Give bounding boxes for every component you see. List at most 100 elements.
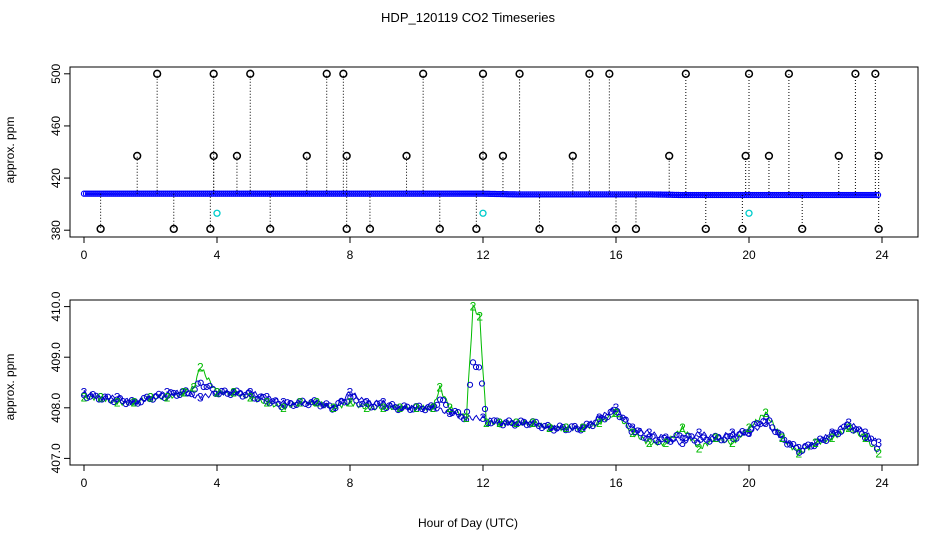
top-baseline-point: [507, 191, 515, 198]
bottom-series-3-marker: 3: [563, 421, 570, 435]
top-baseline-point: [824, 191, 832, 199]
top-baseline-point: [144, 190, 151, 197]
top-baseline-point: [601, 191, 608, 198]
top-baseline-point: [793, 191, 800, 199]
top-baseline-point: [797, 191, 804, 199]
top-baseline-point: [404, 190, 411, 197]
top-baseline-point: [92, 190, 100, 197]
bottom-y-axis-title: approx. ppm: [3, 354, 17, 421]
top-baseline-point: [130, 190, 138, 197]
bottom-data-point: [748, 426, 755, 433]
top-baseline-point: [294, 190, 301, 197]
top-baseline-point: [246, 190, 253, 197]
bottom-series-2-marker: 2: [363, 401, 370, 415]
top-high-point: [153, 69, 162, 78]
top-baseline-point: [511, 191, 519, 198]
bottom-data-point: [475, 364, 483, 371]
bottom-data-point: [583, 420, 590, 427]
bottom-data-point: [832, 429, 839, 436]
top-x-tick-label: 16: [609, 248, 623, 262]
bottom-data-point: [167, 389, 174, 396]
top-baseline-point: [423, 190, 431, 197]
bottom-series-2-marker: 2: [197, 360, 204, 374]
bottom-series-2-marker: 2: [812, 436, 819, 450]
bottom-data-point: [781, 436, 788, 443]
bottom-data-point: [649, 433, 656, 440]
top-baseline-point: [336, 190, 343, 197]
top-baseline-point: [396, 190, 403, 197]
bottom-series-2-marker: 2: [330, 401, 337, 415]
bottom-series-2-marker: 2: [563, 421, 570, 435]
top-baseline-point: [208, 190, 215, 197]
bottom-data-point: [739, 428, 746, 435]
top-baseline-point: [811, 191, 818, 199]
top-low-point: [535, 224, 544, 234]
top-baseline-point: [114, 190, 122, 197]
top-mid-point: [402, 151, 411, 161]
bottom-data-point: [867, 435, 875, 442]
top-baseline-point: [715, 191, 722, 199]
top-baseline-point: [234, 190, 241, 197]
bottom-series-3-marker: 3: [180, 386, 187, 400]
bottom-data-point: [344, 398, 351, 405]
top-baseline-point: [523, 191, 531, 198]
top-baseline-point: [751, 191, 758, 199]
top-baseline-point: [481, 190, 489, 197]
top-baseline-point: [449, 190, 457, 197]
top-baseline-point: [647, 191, 654, 198]
bottom-series-3-marker: 3: [313, 396, 320, 410]
top-high-point: [744, 69, 754, 78]
top-baseline-point: [324, 190, 331, 197]
bottom-data-point: [604, 413, 611, 421]
top-baseline-point: [380, 190, 387, 197]
top-baseline-point: [374, 190, 381, 197]
top-baseline-point: [176, 190, 183, 197]
top-y-tick-label: 420: [49, 168, 63, 188]
top-baseline-point: [138, 190, 146, 197]
bottom-data-point: [724, 433, 731, 440]
top-baseline-point: [150, 190, 157, 197]
bottom-series-2-marker: 2: [380, 401, 387, 415]
top-baseline-point: [781, 191, 788, 199]
top-baseline-point: [613, 191, 620, 198]
bottom-data-point: [664, 437, 671, 444]
bottom-data-point: [442, 401, 450, 409]
bottom-data-point: [613, 409, 620, 416]
top-baseline-point: [230, 190, 237, 197]
top-baseline-point: [627, 191, 634, 198]
top-baseline-point: [609, 191, 616, 198]
top-baseline-point: [653, 191, 660, 198]
bottom-series-2-marker: 2: [829, 431, 836, 445]
bottom-data-point: [568, 423, 575, 430]
top-baseline-point: [334, 190, 341, 197]
top-baseline-point: [479, 190, 487, 197]
bottom-x-tick-label: 20: [742, 476, 756, 490]
bottom-data-point: [718, 437, 725, 444]
top-baseline-point: [429, 190, 437, 197]
bottom-data-point: [592, 419, 599, 426]
top-baseline-point: [505, 191, 513, 198]
top-baseline-point: [410, 190, 417, 197]
bottom-data-point: [137, 399, 144, 406]
bottom-series-2-marker: 2: [779, 431, 786, 445]
bottom-series-3-marker: 3: [712, 431, 719, 445]
top-baseline-point: [388, 190, 395, 197]
top-baseline-point: [495, 190, 503, 198]
top-cyan-point: [213, 209, 221, 217]
top-baseline-point: [256, 190, 263, 197]
bottom-data-point: [386, 402, 393, 409]
bottom-data-point: [463, 408, 471, 415]
top-baseline-point: [471, 190, 479, 197]
bottom-data-point: [113, 396, 121, 403]
bottom-series-3-marker: 3: [280, 396, 287, 410]
top-baseline-point: [372, 190, 379, 197]
top-baseline-point: [747, 191, 754, 199]
top-baseline-point: [240, 190, 247, 197]
top-baseline-point: [392, 190, 399, 197]
top-baseline-point: [665, 191, 672, 198]
bottom-data-point: [434, 401, 441, 408]
bottom-data-point: [631, 428, 638, 436]
bottom-series-2-marker: 2: [596, 416, 603, 430]
bottom-data-point: [670, 435, 677, 442]
bottom-data-point: [541, 422, 548, 430]
